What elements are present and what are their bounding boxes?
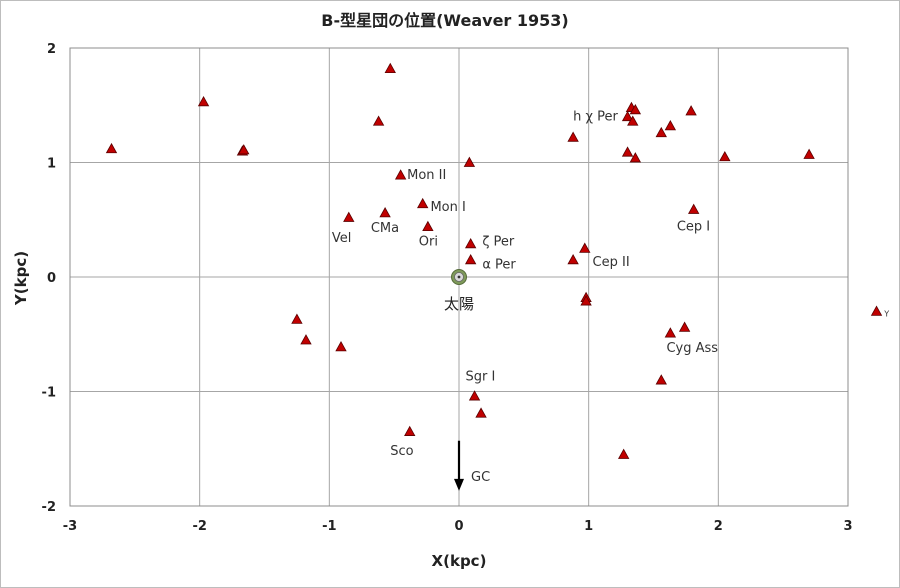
data-point bbox=[870, 305, 883, 316]
data-point bbox=[621, 146, 634, 157]
data-point bbox=[343, 211, 355, 222]
data-point bbox=[580, 295, 592, 306]
x-axis-title: X(kpc) bbox=[432, 552, 487, 570]
annotation-label: Sco bbox=[390, 444, 413, 459]
annotation-label: α Per bbox=[482, 257, 516, 272]
data-point bbox=[621, 110, 634, 122]
data-point bbox=[685, 105, 697, 116]
data-point bbox=[238, 144, 250, 155]
data-point bbox=[417, 197, 429, 209]
data-point bbox=[475, 407, 487, 418]
data-point bbox=[567, 254, 579, 265]
data-point bbox=[688, 203, 700, 214]
x-tick-label: 3 bbox=[843, 519, 852, 534]
data-point bbox=[197, 95, 210, 107]
data-point bbox=[404, 425, 416, 436]
x-tick-label: -1 bbox=[322, 519, 336, 534]
galactic-center-arrow: GC bbox=[454, 440, 490, 491]
annotation-label: Cyg Ass bbox=[666, 341, 718, 356]
data-point bbox=[394, 169, 407, 180]
data-point bbox=[422, 220, 434, 232]
annotation-label: Mon I bbox=[430, 200, 465, 215]
gc-arrow-head bbox=[454, 478, 464, 491]
data-point bbox=[803, 148, 815, 159]
data-point bbox=[567, 131, 579, 142]
data-point bbox=[300, 334, 312, 345]
data-points bbox=[105, 62, 883, 459]
data-point bbox=[384, 62, 396, 74]
data-point bbox=[335, 341, 347, 352]
sun-marker: 太陽 bbox=[444, 269, 474, 313]
x-tick-label: 2 bbox=[714, 519, 723, 534]
annotation-label: Cep I bbox=[677, 220, 710, 235]
data-point bbox=[291, 313, 303, 324]
annotation-label: h χ Per bbox=[573, 110, 618, 125]
sun-center-dot bbox=[457, 275, 461, 279]
annotation-label: Sgr I bbox=[465, 370, 495, 385]
data-point bbox=[464, 237, 477, 249]
y-tick-label: -2 bbox=[42, 500, 56, 515]
annotation-label: Ori bbox=[419, 235, 438, 250]
x-tick-label: -2 bbox=[192, 519, 206, 534]
data-point bbox=[617, 448, 630, 459]
annotation-labels: Mon II Mon I Vel CMa Ori ζ Per α Per h χ Per Cep… bbox=[332, 110, 889, 459]
x-tick-label: 0 bbox=[454, 519, 463, 534]
gc-label: GC bbox=[471, 470, 490, 485]
chart-title: B-型星団の位置(Weaver 1953) bbox=[321, 11, 568, 30]
annotation-label: Y bbox=[883, 309, 889, 318]
data-point bbox=[372, 115, 385, 126]
data-point bbox=[627, 115, 639, 126]
data-point bbox=[655, 374, 667, 385]
annotation-label: Cep II bbox=[593, 255, 630, 270]
y-tick-labels: -2 -1 0 1 2 bbox=[42, 42, 56, 515]
y-axis-title: Y(kpc) bbox=[12, 251, 30, 306]
annotation-label: ζ Per bbox=[482, 235, 515, 250]
x-tick-label: 1 bbox=[584, 519, 593, 534]
data-point bbox=[105, 142, 118, 154]
data-point bbox=[579, 242, 591, 253]
y-tick-label: 2 bbox=[47, 42, 56, 57]
x-tick-label: -3 bbox=[63, 519, 77, 534]
sun-label: 太陽 bbox=[444, 295, 474, 313]
data-point bbox=[468, 390, 481, 401]
data-point bbox=[664, 120, 677, 131]
data-point bbox=[719, 150, 731, 162]
data-point bbox=[464, 254, 477, 265]
data-point bbox=[379, 207, 391, 218]
y-tick-label: -1 bbox=[42, 386, 56, 401]
data-point bbox=[655, 126, 667, 138]
annotation-label: Vel bbox=[332, 231, 352, 246]
plot-area-border bbox=[69, 47, 849, 507]
data-point bbox=[678, 321, 691, 332]
annotation-label: Mon II bbox=[407, 168, 446, 183]
data-point bbox=[629, 104, 642, 115]
y-tick-label: 1 bbox=[47, 157, 56, 172]
y-tick-label: 0 bbox=[47, 271, 56, 286]
data-point bbox=[629, 152, 642, 163]
data-point bbox=[664, 327, 677, 338]
x-tick-labels: -3 -2 -1 0 1 2 3 bbox=[63, 519, 853, 534]
annotation-label: CMa bbox=[371, 221, 399, 236]
data-point bbox=[463, 156, 476, 167]
